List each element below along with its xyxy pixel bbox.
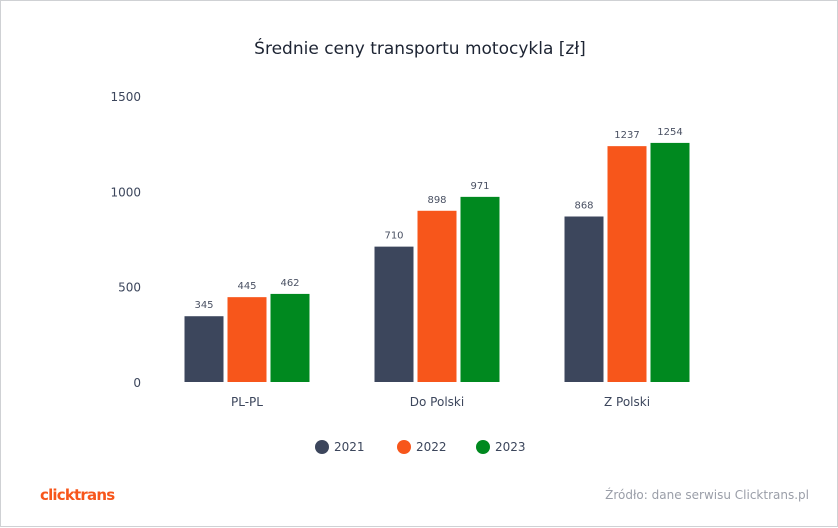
legend-marker-2022 xyxy=(397,440,411,454)
data-label: 1237 xyxy=(614,130,639,141)
bar-2021 xyxy=(374,246,414,382)
legend-label: 2021 xyxy=(334,440,365,454)
legend-label: 2022 xyxy=(416,440,447,454)
y-tick-label: 500 xyxy=(118,281,141,295)
data-label: 868 xyxy=(574,201,593,212)
chart-title: Średnie ceny transportu motocykla [zł] xyxy=(254,39,586,59)
data-label: 898 xyxy=(427,195,446,206)
bar-2022 xyxy=(417,210,457,382)
bar-2023 xyxy=(460,196,500,382)
bar-2023 xyxy=(270,293,310,382)
y-tick-label: 1500 xyxy=(110,90,141,104)
legend-marker-2023 xyxy=(476,440,490,454)
y-tick-label: 1000 xyxy=(110,185,141,199)
data-label: 710 xyxy=(384,231,403,242)
data-label: 971 xyxy=(470,181,489,192)
data-label: 1254 xyxy=(657,127,682,138)
legend-marker-2021 xyxy=(315,440,329,454)
bar-2021 xyxy=(564,216,604,382)
source-note: Źródło: dane serwisu Clicktrans.pl xyxy=(605,488,809,502)
bar-2022 xyxy=(227,297,267,382)
clicktrans-logo: clicktrans xyxy=(40,486,115,504)
data-label: 445 xyxy=(237,281,256,292)
x-tick-label: PL-PL xyxy=(231,395,263,409)
data-label: 345 xyxy=(194,300,213,311)
legend-label: 2023 xyxy=(495,440,526,454)
x-tick-label: Do Polski xyxy=(410,395,464,409)
data-label: 462 xyxy=(280,278,299,289)
bar-2023 xyxy=(650,142,690,382)
bar-2022 xyxy=(607,146,647,382)
x-tick-label: Z Polski xyxy=(604,395,650,409)
bar-2021 xyxy=(184,316,224,382)
y-tick-label: 0 xyxy=(133,376,141,390)
